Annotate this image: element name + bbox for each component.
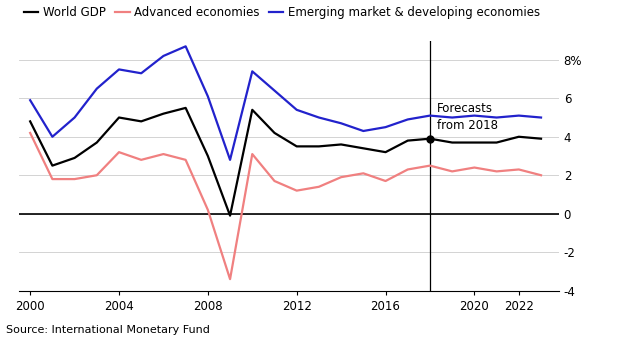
Text: Forecasts
from 2018: Forecasts from 2018	[437, 102, 498, 132]
Legend: World GDP, Advanced economies, Emerging market & developing economies: World GDP, Advanced economies, Emerging …	[20, 1, 545, 24]
Text: Source: International Monetary Fund: Source: International Monetary Fund	[6, 324, 210, 335]
